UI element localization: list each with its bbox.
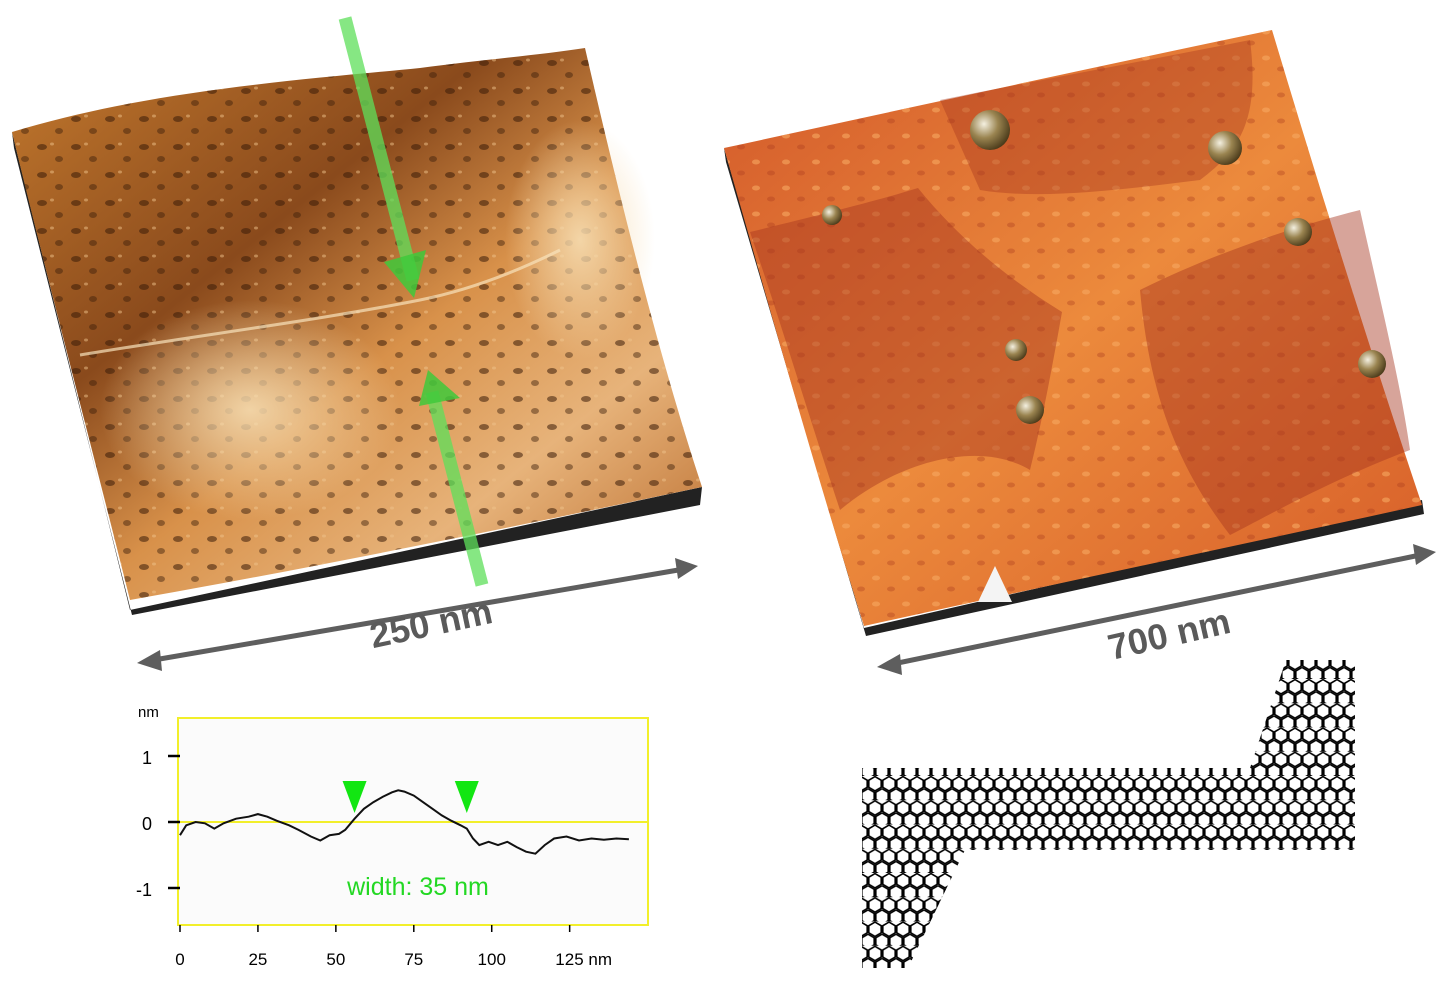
- plot-width-markers: [342, 781, 479, 813]
- right-scan-texture: [724, 30, 1422, 626]
- left-ribbon-highlight-upper: [505, 120, 655, 360]
- left-scale-arrow-head-right: [675, 558, 698, 579]
- x-tick-label: 50: [326, 950, 345, 969]
- left-scale-arrow-line: [147, 565, 691, 664]
- nanoparticle-7: [822, 205, 842, 225]
- nanoparticle-4: [1358, 350, 1386, 378]
- green-arrow-top-head: [384, 250, 426, 298]
- left-ribbon-highlight-lower: [100, 300, 400, 520]
- x-tick-label: 25: [248, 950, 267, 969]
- right-scale-arrow-head-right: [1413, 544, 1436, 565]
- left-ribbon-edge: [79, 248, 561, 357]
- x-tick-label: 125 nm: [555, 950, 612, 969]
- nanoparticle-6: [1005, 339, 1027, 361]
- x-tick-label: 75: [404, 950, 423, 969]
- width-marker-triangle: [454, 781, 479, 813]
- plot-profile-trace: [179, 789, 629, 855]
- right-dark-region-left: [750, 188, 1062, 510]
- x-tick-label: 100: [478, 950, 506, 969]
- right-afm-scan: [724, 30, 1436, 675]
- height-profile-plot: 0 25 50 75 100 125 nm 1 0 -1 nm width: 35 nm: [136, 704, 649, 969]
- right-dark-region-top: [940, 40, 1253, 195]
- right-dark-region-right: [1140, 210, 1410, 535]
- x-tick-label: 0: [175, 950, 184, 969]
- honeycomb-lattice: [862, 660, 1355, 968]
- right-scale-arrow-line: [887, 551, 1426, 668]
- green-arrow-bottom-head: [419, 370, 460, 406]
- nanoparticle-2: [1208, 131, 1242, 165]
- green-arrow-bottom-shaft: [425, 390, 489, 587]
- right-scan-edge-peak: [978, 566, 1012, 602]
- left-afm-scan: [12, 16, 702, 671]
- y-tick-label: 1: [142, 748, 152, 768]
- green-arrow-top-shaft: [338, 16, 420, 282]
- graphene-lattice-schematic: [862, 660, 1355, 968]
- plot-width-annotation: width: 35 nm: [346, 873, 489, 901]
- width-marker-triangle: [342, 781, 367, 813]
- y-tick-label: 0: [142, 814, 152, 834]
- nanoparticle-1: [970, 110, 1010, 150]
- nanoparticle-3: [1284, 218, 1312, 246]
- plot-axis-ticks: 0 25 50 75 100 125 nm 1 0 -1: [136, 748, 612, 969]
- nanoparticle-5: [1016, 396, 1044, 424]
- y-tick-label: -1: [136, 880, 152, 900]
- left-scale-arrow-head-left: [137, 650, 162, 671]
- right-scale-arrow-head-left: [877, 654, 902, 675]
- plot-y-unit: nm: [138, 704, 159, 721]
